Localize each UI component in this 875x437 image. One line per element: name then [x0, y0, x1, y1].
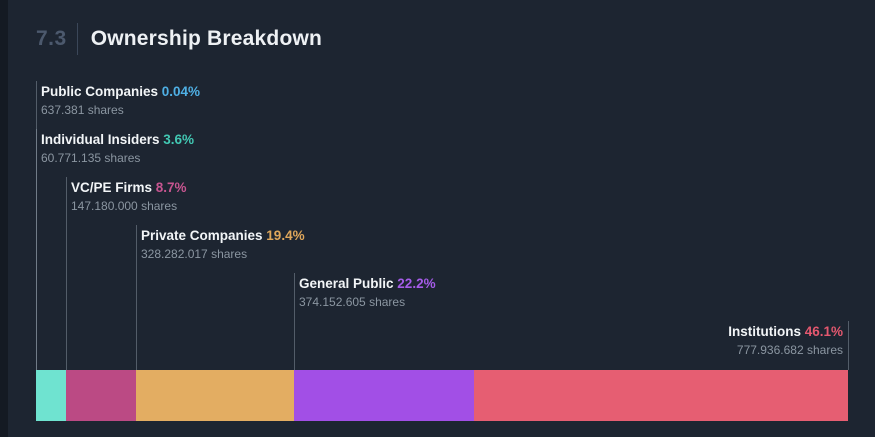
- segment-name: Individual Insiders: [41, 132, 164, 147]
- bar-segment-private-companies[interactable]: [136, 370, 294, 421]
- segment-shares: 60.771.135 shares: [41, 151, 141, 165]
- segment-percentage: 46.1%: [804, 324, 843, 339]
- leader-line-individual-insiders: [36, 129, 37, 370]
- bar-segment-vc-pe-firms[interactable]: [65, 370, 137, 421]
- leader-line-institutions: [848, 321, 849, 370]
- bar-segment-institutions[interactable]: [473, 370, 848, 421]
- segment-shares: 637.381 shares: [41, 103, 124, 117]
- left-edge-strip: [0, 0, 8, 437]
- segment-percentage: 19.4%: [266, 228, 305, 243]
- segment-label-vc-pe-firms: VC/PE Firms 8.7% 147.180.000 shares: [71, 180, 187, 213]
- segment-name: VC/PE Firms: [71, 180, 156, 195]
- leader-line-vc-pe-firms: [66, 177, 67, 370]
- segment-shares: 777.936.682 shares: [736, 343, 843, 357]
- segment-percentage: 8.7%: [155, 180, 187, 195]
- segment-shares: 374.152.605 shares: [299, 295, 406, 309]
- segment-name: Public Companies: [41, 84, 162, 99]
- segment-label-institutions: Institutions 46.1% 777.936.682 shares: [728, 324, 843, 357]
- segment-percentage: 22.2%: [397, 276, 436, 291]
- leader-line-general-public: [294, 273, 295, 370]
- page-title: Ownership Breakdown: [90, 27, 323, 50]
- segment-label-individual-insiders: Individual Insiders 3.6% 60.771.135 share…: [41, 132, 194, 165]
- segment-name: General Public: [299, 276, 398, 291]
- segment-percentage: 3.6%: [163, 132, 195, 147]
- section-header: 7.3 Ownership Breakdown: [36, 22, 322, 56]
- leader-line-public-companies: [36, 81, 37, 370]
- segment-label-private-companies: Private Companies 19.4% 328.282.017 share…: [141, 228, 305, 261]
- segment-name: Private Companies: [141, 228, 267, 243]
- bar-segment-general-public[interactable]: [293, 370, 474, 421]
- segment-label-general-public: General Public 22.2% 374.152.605 shares: [299, 276, 436, 309]
- segment-shares: 147.180.000 shares: [71, 199, 178, 213]
- bar-segment-individual-insiders[interactable]: [36, 370, 66, 421]
- leader-line-private-companies: [136, 225, 137, 370]
- ownership-stacked-bar: [36, 370, 848, 421]
- segment-name: Institutions: [728, 324, 805, 339]
- segment-label-public-companies: Public Companies 0.04% 637.381 shares: [41, 84, 200, 117]
- section-number: 7.3: [36, 27, 67, 50]
- segment-shares: 328.282.017 shares: [141, 247, 248, 261]
- segment-percentage: 0.04%: [161, 84, 201, 99]
- header-divider: [76, 23, 78, 55]
